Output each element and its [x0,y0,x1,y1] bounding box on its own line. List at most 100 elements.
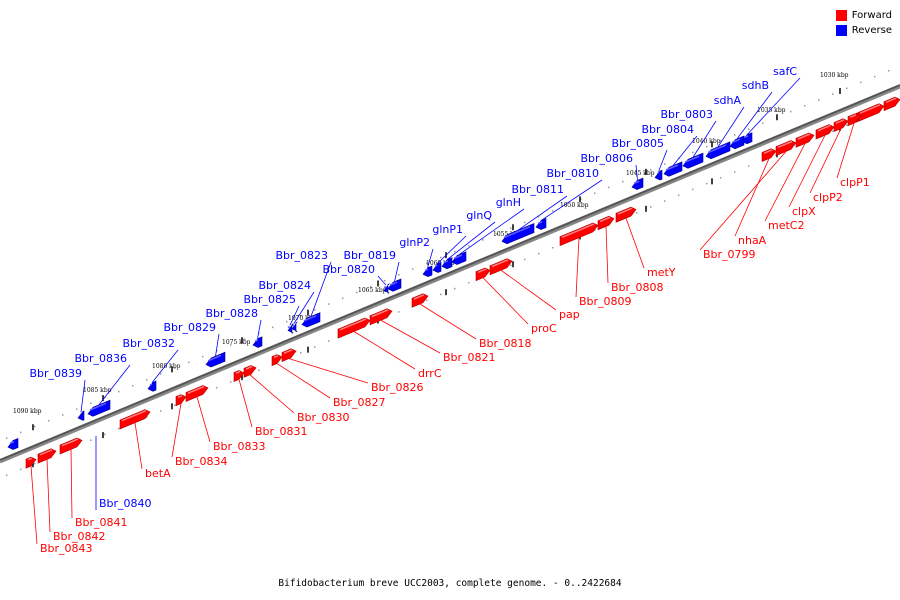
leader-line [764,143,806,222]
gene-body [441,257,453,270]
track-dot [832,93,834,95]
nhaA-gene[interactable] [761,148,777,162]
kbp-label: 1040 kbp [692,138,721,145]
track-dot [118,390,120,393]
Bbr_0808-gene[interactable] [597,215,615,231]
Bbr_0842-gene[interactable] [37,448,57,464]
gene-body [597,215,615,231]
Bbr_0829-gene[interactable] [205,351,226,368]
Bbr_0799-gene[interactable] [775,140,797,157]
Bbr_0809-gene[interactable] [559,222,599,247]
Bbr_0810-gene[interactable] [535,218,547,230]
sdhB-gene[interactable] [729,135,745,150]
track-dot [692,188,694,191]
Bbr_0834-gene[interactable] [175,394,187,407]
track-dot [454,287,456,290]
Bbr_0843-gene[interactable] [25,456,37,469]
track-dot [188,361,190,364]
gene-highlight [617,207,633,215]
Bbr_0836-gene[interactable] [87,399,111,417]
gene-body [369,308,393,326]
Bbr_0828-gene[interactable] [252,336,263,348]
track-dot [804,105,806,107]
clpP1-gene[interactable] [847,113,861,127]
track-dot [622,180,624,183]
metY-label: metY [647,266,676,279]
Bbr_0819-gene[interactable] [387,278,402,292]
betA-gene[interactable] [119,409,151,430]
gene-highlight [283,349,293,354]
Bbr_0836-label: Bbr_0836 [74,352,127,365]
gene-highlight [743,135,749,139]
glnQ-gene[interactable] [441,257,453,270]
pap-gene[interactable] [489,258,513,276]
gene-body [59,437,83,455]
Bbr_0820-gene[interactable] [383,283,390,294]
Bbr_0803-gene[interactable] [682,152,704,169]
Bbr_0825-gene[interactable] [287,323,294,334]
Bbr_0827-gene[interactable] [271,354,283,367]
track-dot [384,280,386,282]
Bbr_0821-gene[interactable] [369,308,393,326]
Bbr_0806-gene[interactable] [631,177,644,190]
Bbr_0804-gene[interactable] [663,161,683,177]
kbp-label: 1075 kbp [222,339,251,346]
Bbr_0839-gene[interactable] [77,410,85,421]
Bbr_0809-label: Bbr_0809 [579,295,632,308]
Bbr_0830-gene[interactable] [243,365,257,378]
Bbr_0818-gene[interactable] [411,293,429,308]
Bbr_0805-gene[interactable] [654,169,663,181]
metY-gene[interactable] [615,206,637,223]
gene-body [883,96,900,112]
track-dot [146,379,148,381]
Bbr_0840-gene[interactable] [7,438,19,450]
gene-highlight [763,149,773,154]
glnH-label: glnH [496,196,521,209]
track-dot [426,299,428,301]
Bbr_0841-label: Bbr_0841 [75,516,128,529]
Bbr_0829-label: Bbr_0829 [163,321,216,334]
track-dot [90,439,92,441]
gene-body [77,410,85,421]
Bbr_0811-gene[interactable] [501,223,535,245]
Bbr_0827-label: Bbr_0827 [333,396,386,409]
Bbr_0831-gene[interactable] [233,370,245,382]
Bbr_0832-gene[interactable] [147,380,157,392]
leader-line [517,195,568,231]
Bbr_0824-gene[interactable] [291,321,298,333]
glnH-gene[interactable] [451,251,467,265]
clpP2-gene[interactable] [833,118,849,132]
drrC-gene[interactable] [337,317,371,339]
Bbr_0823-gene[interactable] [301,312,321,328]
unlabeled-gene[interactable] [857,103,885,122]
track-dot [790,110,792,113]
clpX-gene[interactable] [815,124,835,140]
track-dot [538,215,540,218]
Bbr_0826-gene[interactable] [281,348,297,362]
gene-body [291,321,298,333]
track-dot [860,81,862,84]
glnP2-gene[interactable] [422,265,433,277]
metC2-gene[interactable] [795,132,815,148]
track-dot [202,355,204,358]
axis-shadow [0,85,900,464]
sdhA-gene[interactable] [705,141,731,160]
track-dot [426,262,428,264]
track-dot [34,462,36,465]
leader-line [171,403,182,458]
gene-body [729,135,745,150]
unlabeled-gene[interactable] [883,96,900,112]
proC-gene[interactable] [475,267,491,282]
track-dot [6,474,8,476]
track-dot [328,340,330,342]
track-dot [216,387,218,389]
gene-body [615,206,637,223]
glnP1-gene[interactable] [432,261,442,273]
pap-label: pap [559,308,580,321]
leader-line [427,248,434,268]
Bbr_0833-gene[interactable] [185,385,209,402]
Bbr_0841-gene[interactable] [59,437,83,455]
track-dot [398,311,400,313]
leader-line [500,269,557,311]
